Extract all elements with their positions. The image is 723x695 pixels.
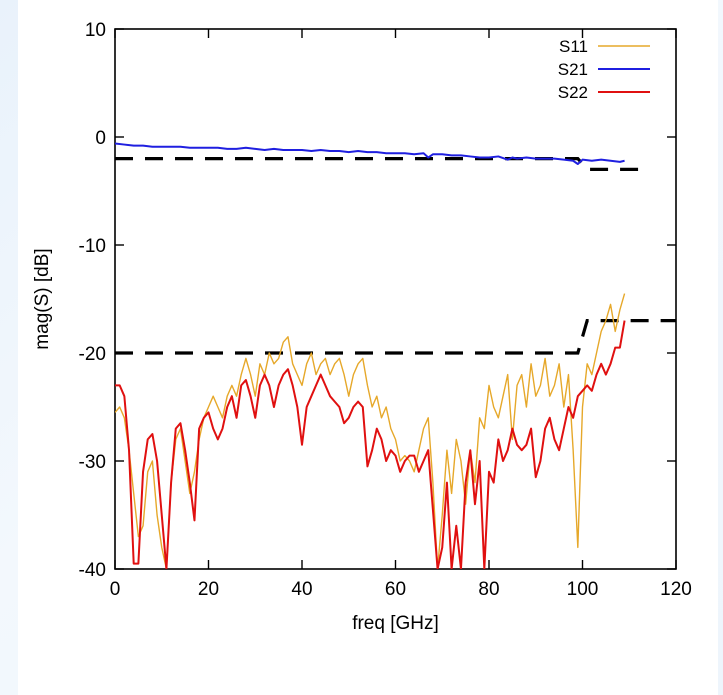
y-tick-label: 10	[85, 20, 106, 41]
x-tick-label: 40	[291, 579, 312, 600]
plot-area	[114, 28, 677, 570]
y-axis-label: mag(S) [dB]	[32, 248, 53, 349]
y-tick-label: -40	[79, 560, 106, 581]
plot-frame	[114, 28, 677, 570]
reference-lines	[115, 157, 676, 355]
x-tick-label: 20	[198, 579, 219, 600]
y-tick-label: 0	[95, 128, 106, 149]
legend-label-s22: S22	[558, 83, 588, 102]
tick-marks	[114, 28, 677, 570]
series-line-s21	[115, 142, 625, 165]
x-tick-label: 120	[660, 579, 692, 600]
series-lines	[115, 142, 626, 569]
series-line-s22	[115, 320, 626, 569]
legend: S11 S21 S22	[558, 37, 650, 102]
y-tick-label: -20	[79, 344, 106, 365]
y-tick-label: -30	[79, 452, 106, 473]
x-tick-label: 80	[478, 579, 499, 600]
x-axis-label: freq [GHz]	[352, 613, 439, 634]
x-tick-label: 60	[385, 579, 406, 600]
x-tick-label: 100	[567, 579, 599, 600]
y-tick-label: -10	[79, 236, 106, 257]
x-tick-label: 0	[110, 579, 121, 600]
series-line-s11	[115, 293, 626, 569]
legend-label-s11: S11	[559, 37, 588, 56]
legend-label-s21: S21	[558, 60, 588, 79]
chart-panel: 0 20 40 60 80 100 120 10 0 -10 -20 -30 -40 freq [GHz…	[18, 0, 718, 695]
reference-line-2	[115, 319, 676, 355]
